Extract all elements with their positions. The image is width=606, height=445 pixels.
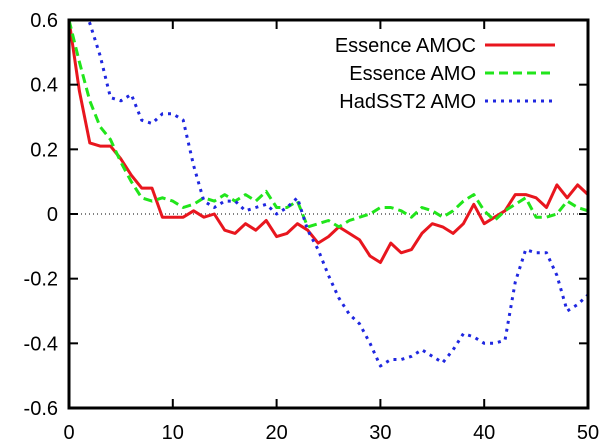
x-tick-label: 40: [473, 422, 495, 444]
series-line-hadsst2-amo: [86, 20, 588, 368]
x-tick-label: 30: [369, 422, 391, 444]
series-line-essence-amoc: [69, 20, 588, 264]
x-tick-label: 50: [577, 422, 599, 444]
x-tick-label: 0: [63, 422, 74, 444]
legend-label-essence-amo: Essence AMO: [349, 63, 476, 85]
y-tick-label: -0.6: [24, 398, 58, 420]
legend-label-essence-amoc: Essence AMOC: [335, 35, 476, 57]
y-tick-label: 0: [47, 204, 58, 226]
y-tick-label: 0.6: [30, 10, 58, 32]
y-tick-label: -0.2: [24, 269, 58, 291]
x-tick-label: 20: [265, 422, 287, 444]
legend: Essence AMOC Essence AMO HadSST2 AMO: [335, 35, 555, 113]
x-tick-label: 10: [162, 422, 184, 444]
y-tick-label: 0.2: [30, 139, 58, 161]
plot-frame: [67, 18, 590, 410]
y-tick-label: 0.4: [30, 75, 58, 97]
y-tick-label: -0.4: [24, 333, 58, 355]
legend-label-hadsst2-amo: HadSST2 AMO: [339, 91, 476, 113]
series-line-essence-amo: [69, 20, 588, 229]
